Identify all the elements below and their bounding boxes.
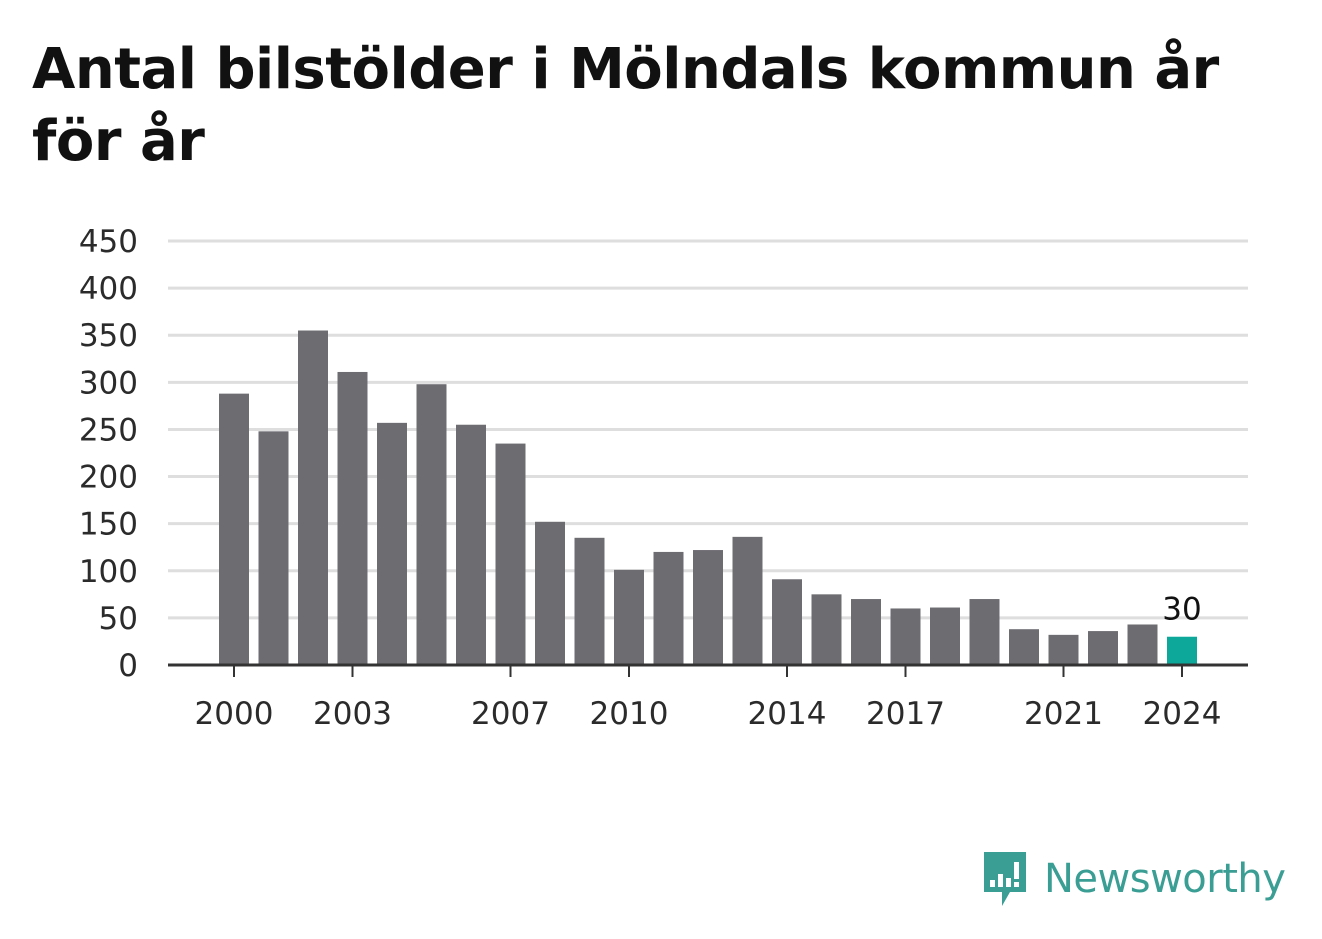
bar-2020 xyxy=(1009,629,1039,665)
y-tick-label: 100 xyxy=(79,554,138,590)
x-tick-label: 2021 xyxy=(1024,696,1103,732)
bar-2007 xyxy=(495,443,526,665)
x-tick-label: 2000 xyxy=(195,696,274,732)
chart-bubble-icon xyxy=(984,852,1026,906)
logo-text: Newsworthy xyxy=(1044,856,1286,902)
bar-2019 xyxy=(969,599,1000,665)
chart-title: Antal bilstölder i Mölndals kommun år fö… xyxy=(32,37,1219,174)
y-tick-label: 250 xyxy=(79,412,138,448)
bar-2011 xyxy=(653,551,684,665)
x-tick-label: 2014 xyxy=(748,696,827,732)
bar-2012 xyxy=(693,550,723,665)
bar-2015 xyxy=(811,594,842,665)
bar-2000 xyxy=(219,393,249,665)
bar-2014 xyxy=(772,579,802,665)
x-tick-label: 2003 xyxy=(313,696,392,732)
y-tick-label: 450 xyxy=(79,224,138,260)
annotations: 30 xyxy=(1162,592,1201,628)
bar-2018 xyxy=(930,607,960,665)
bar-2023 xyxy=(1127,624,1158,665)
bar-2013 xyxy=(732,536,763,665)
bars xyxy=(219,330,1197,665)
y-tick-label: 350 xyxy=(79,318,138,354)
y-tick-label: 150 xyxy=(79,507,138,543)
x-tick-label: 2024 xyxy=(1143,696,1222,732)
y-axis-labels: 0 50 100 150 200 250 300 350 400 450 xyxy=(79,224,138,684)
bar-2004 xyxy=(377,422,407,665)
bar-2022 xyxy=(1088,631,1118,665)
bar-2016 xyxy=(851,599,881,665)
bar-2008 xyxy=(535,521,565,665)
newsworthy-logo: Newsworthy xyxy=(980,848,1286,910)
y-tick-label: 50 xyxy=(99,601,138,637)
bar-2001 xyxy=(258,431,289,665)
y-tick-label: 300 xyxy=(79,365,138,401)
y-tick-label: 0 xyxy=(118,648,138,684)
bar-2002 xyxy=(298,330,328,665)
bar-2017 xyxy=(890,608,921,665)
bar-2005 xyxy=(416,384,447,665)
bar-2003 xyxy=(337,371,368,665)
bar-2010 xyxy=(614,569,644,665)
bar-2006 xyxy=(456,424,486,665)
bar-2009 xyxy=(574,537,605,665)
bar-2024 xyxy=(1167,636,1197,665)
x-tick-label: 2017 xyxy=(866,696,945,732)
y-tick-label: 400 xyxy=(79,271,138,307)
bar-2021 xyxy=(1048,634,1079,665)
y-tick-label: 200 xyxy=(79,460,138,496)
x-tick-label: 2007 xyxy=(471,696,550,732)
x-axis: 2000 2003 2007 2010 2014 2017 2021 2024 xyxy=(168,663,1248,732)
x-tick-label: 2010 xyxy=(590,696,669,732)
data-label-2024: 30 xyxy=(1162,592,1201,628)
